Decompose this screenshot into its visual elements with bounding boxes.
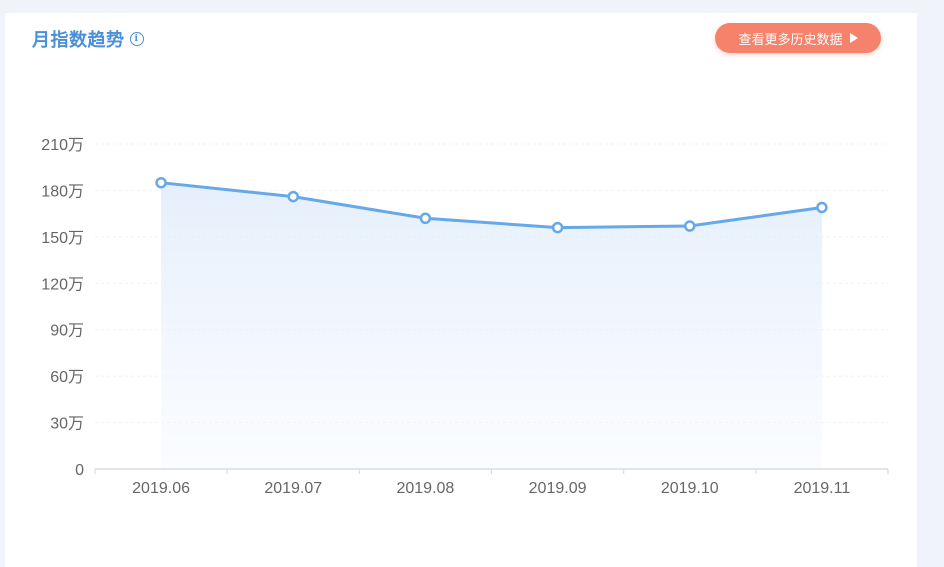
info-icon[interactable]: i — [129, 32, 144, 46]
data-point — [287, 190, 299, 203]
data-points — [155, 176, 828, 234]
x-axis — [94, 468, 889, 474]
y-tick-label: 90万 — [50, 323, 84, 340]
view-history-button[interactable]: 查看更多历史数据 — [715, 23, 881, 53]
y-tick-label: 150万 — [41, 230, 84, 247]
y-tick-label: 120万 — [41, 276, 84, 293]
data-point — [684, 220, 696, 232]
y-tick-labels: 0 30万 60万 90万 120万 150万 180万 210万 — [41, 137, 84, 479]
x-tick-label: 2019.10 — [661, 480, 719, 497]
x-tick-label: 2019.11 — [794, 480, 851, 497]
x-tick-label: 2019.07 — [264, 480, 322, 497]
area-fill — [161, 182, 822, 469]
data-point — [816, 201, 828, 214]
play-triangle-icon — [849, 33, 858, 43]
x-tick-label: 2019.06 — [132, 480, 190, 497]
x-tick-label: 2019.09 — [529, 480, 587, 497]
data-point — [419, 212, 432, 225]
y-tick-label: 30万 — [50, 416, 84, 433]
area-fill-path — [161, 182, 822, 469]
x-tick-label: 2019.08 — [396, 480, 454, 497]
data-point — [551, 221, 564, 234]
page-title: 月指数趋势 i — [32, 26, 144, 52]
y-tick-label: 60万 — [50, 369, 84, 386]
y-tick-label: 0 — [75, 462, 84, 479]
history-button-label: 查看更多历史数据 — [738, 31, 843, 47]
y-tick-label: 180万 — [41, 183, 84, 200]
series-polyline — [160, 181, 823, 230]
title-text: 月指数趋势 — [32, 30, 125, 51]
series-line — [160, 181, 823, 230]
y-tick-label: 210万 — [41, 137, 84, 154]
data-point — [155, 176, 167, 189]
x-tick-labels: 2019.06 2019.07 2019.08 2019.09 2019.10 2019.… — [132, 480, 850, 497]
